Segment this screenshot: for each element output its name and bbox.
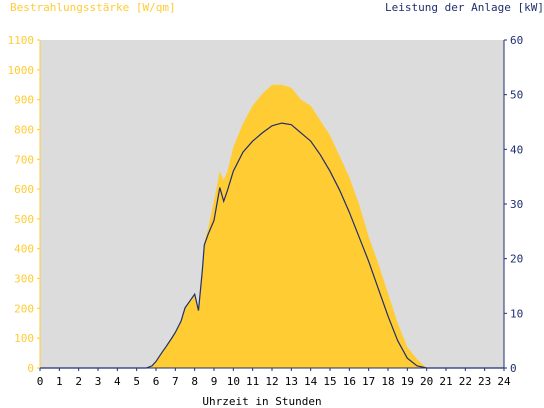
left-tick-label: 500 xyxy=(14,213,34,226)
x-tick-label: 13 xyxy=(285,375,298,388)
left-tick-label: 1100 xyxy=(8,34,35,47)
left-tick-label: 800 xyxy=(14,123,34,136)
right-tick-label: 30 xyxy=(510,198,523,211)
x-tick-label: 10 xyxy=(227,375,240,388)
x-tick-label: 20 xyxy=(420,375,433,388)
right-tick-label: 40 xyxy=(510,143,523,156)
x-tick-label: 23 xyxy=(478,375,491,388)
right-tick-label: 60 xyxy=(510,34,523,47)
left-tick-label: 600 xyxy=(14,183,34,196)
left-tick-label: 700 xyxy=(14,153,34,166)
left-tick-label: 300 xyxy=(14,273,34,286)
power-line xyxy=(40,122,504,369)
x-tick-label: 0 xyxy=(37,375,44,388)
x-tick-label: 17 xyxy=(362,375,375,388)
x-tick-label: 21 xyxy=(439,375,452,388)
x-axis-title: Uhrzeit in Stunden xyxy=(202,395,321,408)
right-tick-label: 50 xyxy=(510,89,523,102)
x-tick-label: 3 xyxy=(95,375,102,388)
x-tick-label: 15 xyxy=(323,375,336,388)
axes-layer xyxy=(37,39,507,371)
x-tick-label: 2 xyxy=(75,375,82,388)
x-tick-label: 12 xyxy=(265,375,278,388)
x-tick-label: 8 xyxy=(191,375,198,388)
right-axis-title: Leistung der Anlage [kW] xyxy=(385,1,544,14)
left-tick-label: 100 xyxy=(14,332,34,345)
x-tick-label: 14 xyxy=(304,375,318,388)
irradiance-area xyxy=(40,84,504,368)
left-tick-label: 200 xyxy=(14,302,34,315)
x-tick-label: 24 xyxy=(497,375,511,388)
irradiance-area-layer xyxy=(40,84,504,368)
right-tick-label: 10 xyxy=(510,307,523,320)
x-tick-label: 16 xyxy=(343,375,356,388)
x-tick-label: 19 xyxy=(401,375,414,388)
x-tick-label: 4 xyxy=(114,375,121,388)
power-line-layer xyxy=(40,122,504,369)
x-tick-label: 1 xyxy=(56,375,63,388)
x-tick-label: 11 xyxy=(246,375,259,388)
left-axis-title: Bestrahlungsstärke [W/qm] xyxy=(10,1,176,14)
left-tick-label: 900 xyxy=(14,94,34,107)
right-tick-label: 0 xyxy=(510,362,517,375)
left-tick-label: 0 xyxy=(27,362,34,375)
x-tick-label: 18 xyxy=(381,375,394,388)
right-tick-label: 20 xyxy=(510,253,523,266)
left-tick-label: 1000 xyxy=(8,64,35,77)
tick-labels-layer: 0100200300400500600700800900100011000102… xyxy=(8,34,524,388)
x-tick-label: 22 xyxy=(459,375,472,388)
x-tick-label: 6 xyxy=(153,375,160,388)
left-tick-label: 400 xyxy=(14,243,34,256)
x-tick-label: 5 xyxy=(133,375,140,388)
x-tick-label: 7 xyxy=(172,375,179,388)
x-tick-label: 9 xyxy=(211,375,218,388)
